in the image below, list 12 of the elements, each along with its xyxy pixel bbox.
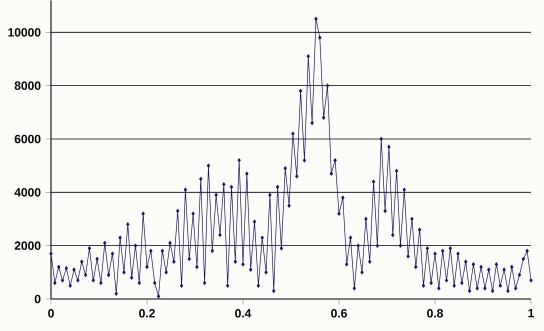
- y-tick-label: 2000: [14, 241, 40, 250]
- y-tick-label: 10000: [8, 28, 40, 37]
- x-tick-label: 1: [528, 309, 534, 318]
- y-tick-label: 6000: [14, 134, 40, 144]
- x-tick-label: 0.2: [139, 309, 155, 318]
- y-tick-label: 4000: [14, 188, 40, 197]
- x-tick-label: 0: [48, 309, 54, 318]
- y-tick-label: 0: [34, 294, 40, 304]
- y-tick-label: 8000: [14, 81, 40, 90]
- x-tick-label: 0.4: [235, 309, 252, 318]
- x-tick-label: 0.6: [331, 309, 347, 318]
- x-tick-label: 0.8: [427, 309, 443, 318]
